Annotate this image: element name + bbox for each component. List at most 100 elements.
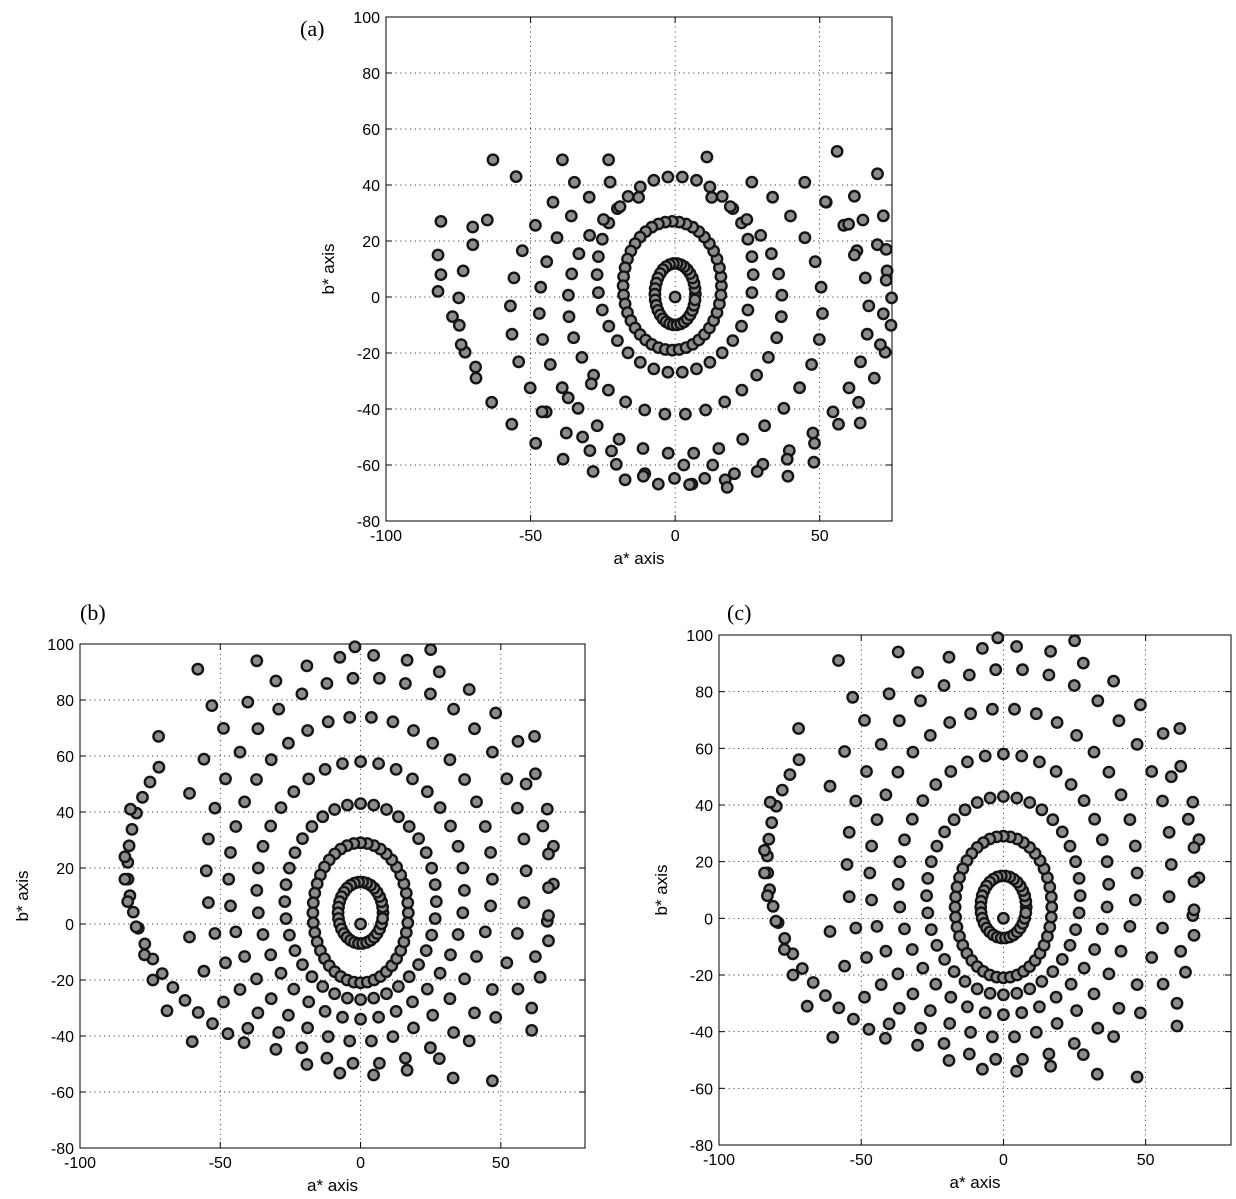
data-point — [942, 650, 956, 664]
data-point — [856, 213, 870, 227]
data-point — [863, 866, 877, 880]
data-point — [929, 778, 943, 791]
data-point — [758, 419, 771, 433]
data-point — [1010, 791, 1024, 805]
data-point — [333, 1066, 347, 1080]
data-point — [533, 970, 547, 984]
data-point — [287, 982, 301, 996]
data-point — [632, 190, 645, 204]
y-axis-ticks: -80 -60 -40 -20 0 20 40 60 80 100 — [47, 637, 585, 1158]
data-point — [930, 938, 944, 952]
data-point — [229, 925, 243, 939]
data-point — [1134, 1006, 1147, 1020]
data-point — [485, 395, 499, 409]
data-point — [944, 990, 958, 1004]
x-axis-ticks: -100 -50 0 50 — [703, 635, 1155, 1169]
data-point — [668, 471, 681, 485]
data-point — [1069, 923, 1083, 936]
data-point — [699, 403, 712, 417]
data-point — [321, 715, 335, 729]
data-point — [567, 331, 580, 345]
data-point — [947, 813, 961, 827]
data-point — [1090, 1067, 1104, 1081]
data-point — [808, 436, 821, 450]
data-point — [997, 790, 1010, 803]
x-axis-ticks: -100 -50 0 50 — [370, 17, 829, 545]
data-point — [237, 1036, 251, 1050]
data-point — [613, 200, 627, 214]
data-point — [264, 753, 278, 767]
data-point — [354, 1012, 367, 1026]
data-point — [595, 303, 609, 317]
data-point — [529, 950, 542, 963]
data-point — [1016, 663, 1029, 677]
data-point — [282, 928, 296, 942]
data-point — [989, 1052, 1003, 1066]
data-point — [398, 677, 412, 690]
data-point — [770, 331, 784, 345]
data-point — [138, 948, 151, 962]
data-point — [426, 736, 440, 750]
data-point — [944, 765, 958, 778]
x-tick-label: -50 — [519, 528, 542, 545]
data-point — [183, 787, 196, 800]
y-tick-label: 0 — [371, 290, 380, 307]
data-point — [1050, 716, 1064, 729]
data-point — [1072, 906, 1086, 920]
data-point — [1187, 903, 1201, 917]
data-point — [1055, 953, 1069, 966]
data-point — [1095, 922, 1109, 936]
data-point — [1164, 858, 1178, 871]
data-point — [1068, 634, 1082, 648]
data-point — [451, 839, 465, 853]
data-point — [217, 995, 230, 1009]
data-point — [517, 896, 531, 909]
data-point — [745, 286, 759, 299]
data-point — [256, 928, 270, 941]
data-point — [772, 267, 785, 281]
data-point — [505, 417, 519, 431]
panel-label-c: (c) — [727, 600, 751, 625]
data-point — [367, 649, 380, 662]
data-point — [792, 753, 806, 767]
data-point — [964, 1025, 977, 1039]
y-tick-label: -80 — [51, 1141, 74, 1158]
data-point — [354, 917, 367, 931]
data-point — [480, 213, 494, 227]
data-point — [251, 906, 265, 920]
data-point — [328, 987, 341, 1001]
data-point — [542, 934, 555, 948]
data-point — [762, 832, 776, 846]
data-point — [485, 745, 499, 759]
data-point — [842, 217, 855, 231]
data-point — [961, 1000, 974, 1014]
data-point — [1102, 877, 1116, 891]
data-point — [602, 153, 615, 167]
data-point — [295, 1041, 309, 1055]
data-point — [1023, 982, 1037, 996]
data-point — [947, 965, 961, 978]
data-point — [447, 1026, 460, 1039]
data-point — [301, 724, 314, 737]
data-point — [1123, 920, 1137, 933]
data-point — [571, 401, 585, 415]
data-point — [891, 877, 905, 891]
data-point — [155, 967, 169, 980]
data-point — [295, 687, 309, 701]
data-point — [1050, 1017, 1064, 1030]
data-point — [1087, 987, 1101, 1001]
data-point — [305, 820, 319, 833]
data-point — [750, 368, 764, 382]
data-point — [152, 760, 166, 774]
y-tick-label: 80 — [695, 685, 713, 702]
data-point — [1164, 770, 1178, 784]
data-point — [466, 220, 480, 234]
data-point — [191, 1006, 205, 1019]
data-point — [997, 747, 1010, 761]
data-point — [535, 405, 549, 419]
y-tick-label: 40 — [56, 805, 74, 822]
data-point — [1091, 1021, 1105, 1035]
data-point — [860, 765, 873, 778]
data-point — [750, 465, 764, 478]
data-point — [846, 690, 860, 704]
